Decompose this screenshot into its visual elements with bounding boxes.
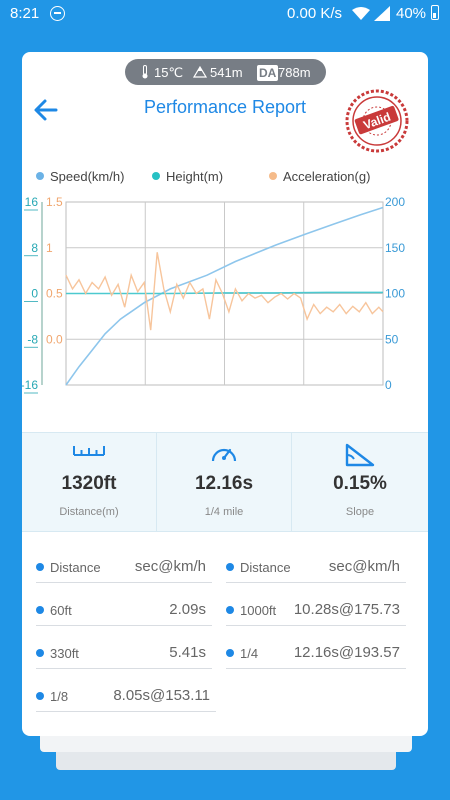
speed-axis-tick: 0 — [385, 378, 392, 392]
table-row: 60ft 2.09s — [36, 589, 212, 626]
stat-slope-value: 0.15% — [333, 473, 387, 494]
bullet-icon — [36, 563, 44, 571]
row-key: 330ft — [50, 646, 79, 661]
row-value: 2.09s — [169, 601, 206, 618]
legend-height-dot — [152, 172, 160, 180]
performance-chart: 16 8 0 -8 -16 1.5 1 0.5 0.0 200 150 100 50 0 — [22, 195, 405, 394]
slope-icon — [345, 443, 375, 467]
valid-stamp-icon: Valid — [345, 89, 409, 153]
stat-distance-label: Distance(m) — [59, 506, 119, 518]
card-stack-shadow — [56, 748, 396, 770]
thermometer-icon — [142, 65, 148, 79]
table-header-key: Distance — [50, 560, 101, 575]
height-axis-tick: 0 — [31, 287, 38, 301]
height-axis-tick: 16 — [25, 195, 39, 209]
signal-icon — [374, 6, 390, 21]
table-row: 1/4 12.16s@193.57 — [226, 632, 406, 669]
accel-axis-tick: 1 — [46, 241, 53, 255]
table-header-left: Distance sec@km/h — [36, 546, 212, 583]
row-value: 8.05s@153.11 — [113, 687, 210, 704]
legend-speed: Speed(km/h) — [36, 169, 124, 184]
speed-axis-tick: 50 — [385, 332, 399, 346]
report-card: 15℃ 541m DA 788m Performance Report Vali… — [22, 52, 428, 736]
row-value: 12.16s@193.57 — [293, 644, 400, 661]
ruler-icon — [73, 446, 105, 456]
temperature-value: 15℃ — [154, 65, 184, 80]
status-bar: 8:21 0.00 K/s 40% — [0, 0, 450, 28]
page-title: Performance Report — [143, 97, 307, 117]
row-value: 5.41s — [169, 644, 206, 661]
row-value: 10.28s@175.73 — [293, 601, 400, 618]
table-row: 1000ft 10.28s@175.73 — [226, 589, 406, 626]
stamp-text: Valid — [361, 110, 392, 133]
conditions-pill: 15℃ 541m DA 788m — [125, 59, 326, 85]
height-axis-tick: 8 — [31, 241, 38, 255]
speed-axis-tick: 100 — [385, 287, 405, 301]
stat-slope-label: Slope — [345, 506, 375, 518]
bullet-icon — [226, 606, 234, 614]
stat-time: 12.16s 1/4 mile — [157, 433, 292, 531]
speedometer-icon — [211, 448, 237, 462]
network-speed: 0.00 K/s — [287, 5, 343, 22]
bullet-icon — [36, 649, 44, 657]
row-key: 60ft — [50, 603, 72, 618]
table-header-key: Distance — [240, 560, 291, 575]
altitude-value: 541m — [210, 65, 243, 80]
speed-axis-tick: 150 — [385, 241, 405, 255]
accel-axis-tick: 1.5 — [46, 195, 63, 209]
stat-slope: 0.15% Slope — [293, 433, 427, 531]
acceleration-series-line — [65, 252, 384, 331]
bullet-icon — [226, 563, 234, 571]
bullet-icon — [226, 649, 234, 657]
status-time: 8:21 — [10, 5, 40, 22]
accel-axis-tick: 0.0 — [46, 332, 63, 346]
mountain-icon — [193, 66, 207, 78]
accel-axis-tick: 0.5 — [46, 287, 63, 301]
row-key: 1000ft — [240, 603, 277, 618]
wifi-icon — [352, 7, 370, 20]
stat-distance: 1320ft Distance(m) — [22, 433, 157, 531]
speed-axis-tick: 200 — [385, 195, 405, 209]
table-header-value: sec@km/h — [328, 558, 400, 575]
stat-time-value: 12.16s — [194, 473, 254, 494]
table-header-right: Distance sec@km/h — [226, 546, 406, 583]
density-altitude-value: 788m — [278, 65, 311, 80]
table-row: 1/8 8.05s@153.11 — [36, 675, 216, 712]
table-header-value: sec@km/h — [134, 558, 206, 575]
legend-speed-label: Speed(km/h) — [50, 169, 125, 184]
stats-panel: 1320ft Distance(m) 12.16s 1/4 mile 0.15%… — [22, 432, 428, 532]
chart-legend: Speed(km/h) Height(m) Acceleration(g) — [22, 169, 428, 187]
back-arrow-icon[interactable] — [30, 94, 62, 126]
density-altitude-badge: DA — [257, 65, 279, 81]
row-key: 1/4 — [240, 646, 259, 661]
battery-percent: 40% — [396, 5, 427, 22]
app-notification-icon — [50, 6, 65, 21]
stat-time-label: 1/4 mile — [204, 506, 244, 518]
stat-distance-value: 1320ft — [61, 473, 117, 494]
row-key: 1/8 — [50, 689, 69, 704]
legend-height: Height(m) — [152, 169, 223, 184]
height-axis-tick: -8 — [27, 332, 38, 346]
table-row: 330ft 5.41s — [36, 632, 212, 669]
bullet-icon — [36, 606, 44, 614]
height-axis-tick: -16 — [22, 378, 38, 392]
legend-height-label: Height(m) — [166, 169, 224, 184]
legend-speed-dot — [36, 172, 44, 180]
legend-acceleration-label: Acceleration(g) — [283, 169, 371, 184]
bullet-icon — [36, 692, 44, 700]
battery-icon — [431, 5, 439, 20]
legend-acceleration: Acceleration(g) — [269, 169, 370, 184]
speed-series-line — [65, 206, 384, 386]
legend-acceleration-dot — [269, 172, 277, 180]
